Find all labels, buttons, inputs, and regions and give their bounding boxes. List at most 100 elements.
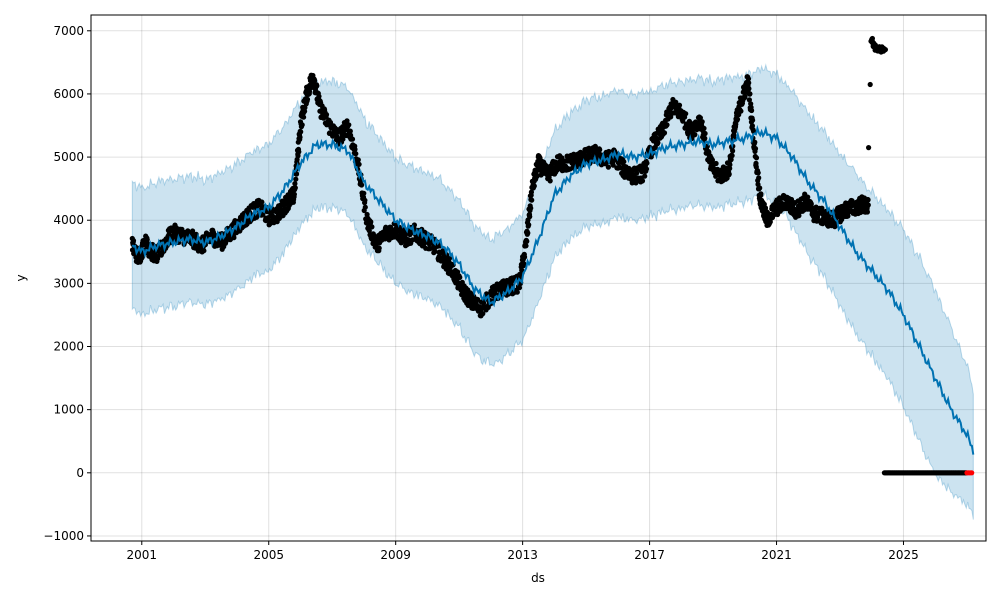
data-point: [655, 140, 661, 146]
data-point: [969, 470, 975, 476]
x-axis-label: ds: [531, 571, 545, 585]
data-point: [699, 119, 705, 125]
data-point: [529, 197, 535, 203]
data-point: [867, 81, 873, 88]
data-point: [526, 222, 532, 228]
x-tick-label: 2013: [507, 548, 538, 562]
data-point: [746, 97, 753, 103]
data-point: [750, 117, 756, 123]
observed-points: [129, 35, 969, 476]
data-point: [809, 204, 815, 210]
y-tick-label: −1000: [43, 529, 84, 543]
data-point: [355, 157, 361, 163]
highlight-points: [964, 470, 975, 476]
data-point: [749, 107, 755, 114]
data-point: [361, 190, 367, 196]
x-axis-ticks: 2001 2005 2009 2013 2017 2021 2025: [127, 541, 919, 562]
data-point: [534, 173, 540, 179]
y-axis-label: y: [14, 274, 28, 281]
data-point: [446, 255, 453, 261]
data-point: [643, 166, 650, 172]
data-point: [366, 228, 372, 234]
data-point: [733, 121, 739, 127]
x-tick-label: 2005: [253, 548, 284, 562]
data-point: [726, 171, 732, 177]
y-tick-label: 0: [76, 466, 84, 480]
data-point: [301, 114, 307, 120]
data-point: [673, 99, 679, 105]
data-point: [201, 248, 207, 254]
data-point: [292, 185, 298, 191]
data-point: [729, 153, 735, 159]
data-point: [299, 122, 305, 128]
data-point: [819, 205, 825, 211]
data-point: [155, 256, 161, 262]
data-point: [356, 161, 362, 167]
data-point: [523, 243, 529, 249]
data-point: [312, 78, 318, 84]
y-tick-label: 5000: [53, 150, 84, 164]
data-point: [531, 183, 537, 189]
data-point: [475, 296, 481, 303]
data-point: [528, 205, 534, 211]
data-point: [742, 93, 748, 100]
data-point: [738, 108, 744, 114]
data-point: [349, 136, 356, 142]
plot-background: [91, 15, 986, 541]
data-point: [644, 160, 650, 166]
data-point: [702, 135, 708, 141]
data-point: [292, 181, 298, 187]
y-tick-label: 6000: [53, 87, 84, 101]
data-point: [359, 182, 365, 188]
data-point: [527, 214, 533, 220]
data-point: [353, 151, 359, 157]
data-point: [683, 111, 689, 117]
data-point: [752, 146, 759, 152]
data-point: [524, 238, 530, 244]
data-point: [457, 274, 463, 280]
data-point: [692, 132, 698, 138]
data-point: [362, 197, 368, 203]
data-point: [369, 224, 375, 230]
data-point: [346, 122, 352, 128]
data-point: [231, 235, 237, 241]
data-point: [702, 130, 708, 137]
data-point: [728, 157, 734, 163]
forecast-line: [131, 124, 975, 455]
data-point: [302, 108, 308, 114]
y-tick-label: 4000: [53, 213, 84, 227]
x-tick-label: 2009: [380, 548, 411, 562]
x-tick-label: 2017: [634, 548, 665, 562]
y-tick-label: 2000: [53, 340, 84, 354]
x-tick-label: 2001: [127, 548, 158, 562]
data-point: [314, 83, 320, 89]
data-point: [528, 189, 535, 195]
data-point: [752, 139, 758, 145]
data-point: [362, 204, 368, 210]
plot-frame: [90, 14, 987, 542]
uncertainty-band: [131, 63, 974, 520]
data-point: [788, 196, 795, 203]
data-point: [713, 160, 719, 167]
data-point: [130, 238, 137, 244]
data-point: [639, 178, 646, 184]
x-tick-label: 2025: [888, 548, 919, 562]
data-point: [293, 176, 299, 182]
x-tick-label: 2021: [761, 548, 792, 562]
data-point: [547, 178, 553, 184]
data-point: [664, 122, 670, 128]
data-point: [522, 254, 528, 260]
y-tick-label: 3000: [53, 276, 84, 290]
data-point: [871, 42, 877, 48]
data-point: [734, 116, 741, 122]
y-tick-label: 1000: [53, 403, 84, 417]
data-point: [605, 164, 612, 170]
y-axis-ticks: −1000 0 1000 2000 3000 4000 5000 6000 7000: [43, 24, 91, 543]
data-point: [864, 209, 871, 215]
data-point: [340, 136, 346, 142]
data-point: [597, 147, 603, 153]
data-point: [866, 145, 872, 151]
data-point: [347, 128, 353, 134]
data-point: [323, 112, 330, 118]
